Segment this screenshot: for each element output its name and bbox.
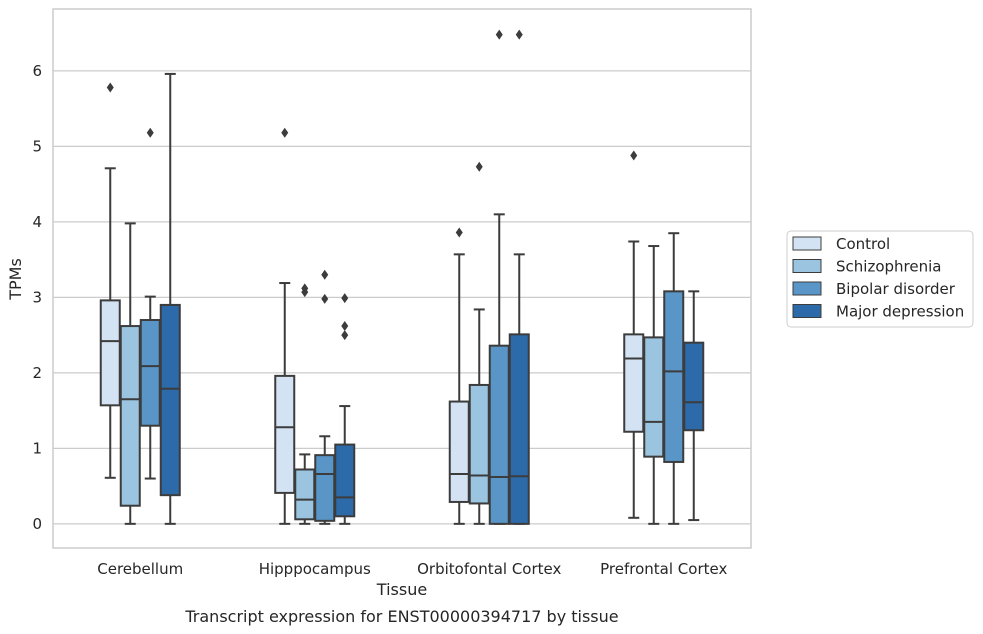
legend-swatch-1: [792, 236, 822, 251]
iqr-box: [643, 336, 665, 458]
y-axis-title: TPMs: [6, 258, 25, 301]
legend-label-2: Schizophrenia: [836, 258, 941, 276]
plot-background: [53, 9, 751, 548]
iqr-box: [683, 341, 705, 432]
outlier-point: [341, 321, 349, 332]
x-axis-title: Tissue: [376, 580, 427, 599]
box-group-2: [274, 127, 356, 525]
y-tick-label-2: 2: [32, 364, 42, 382]
x-tick-label-1: Cerebellum: [97, 560, 183, 578]
outlier-point: [630, 150, 638, 161]
iqr-box: [508, 333, 530, 525]
iqr-box: [334, 443, 356, 518]
outlier-point: [341, 330, 349, 341]
iqr-box: [139, 319, 161, 427]
legend: Control Schizophrenia Bipolar disorder Majo…: [786, 230, 974, 328]
box-2-4: [334, 293, 356, 525]
legend-swatch-3: [792, 281, 822, 296]
box-groups: [99, 29, 705, 525]
box-2-3: [314, 269, 336, 525]
y-tick-label-5: 5: [32, 137, 42, 155]
box-3-4: [508, 29, 530, 525]
iqr-box: [314, 454, 336, 522]
iqr-box: [274, 374, 296, 494]
iqr-box: [623, 333, 645, 433]
outlier-point: [341, 293, 349, 304]
chart-caption: Transcript expression for ENST0000039471…: [184, 607, 618, 626]
y-tick-label-4: 4: [32, 213, 42, 231]
iqr-box: [448, 400, 470, 503]
iqr-box: [294, 468, 316, 521]
outlier-point: [146, 127, 154, 138]
iqr-box: [159, 303, 181, 497]
box-2-1: [274, 127, 296, 525]
outlier-point: [321, 269, 329, 280]
plot-frame: [52, 8, 752, 549]
iqr-box: [488, 344, 510, 525]
box-group-4: [623, 150, 705, 525]
box-4-2: [643, 245, 665, 525]
legend-frame: [786, 230, 974, 328]
box-group-1: [99, 72, 181, 525]
y-tick-label-1: 1: [32, 439, 42, 457]
iqr-box: [663, 290, 685, 463]
box-1-3: [139, 127, 161, 480]
legend-label-1: Control: [836, 235, 890, 253]
outlier-point: [301, 283, 309, 294]
x-tick-labels: Cerebellum Hipppocampus Orbitofontal Corte…: [97, 560, 727, 578]
legend-label-3: Bipolar disorder: [836, 280, 956, 298]
y-tick-labels: 0 1 2 3 4 5 6: [32, 62, 42, 533]
x-tick-label-4: Prefrontal Cortex: [600, 560, 727, 578]
box-4-1: [623, 150, 645, 519]
y-tick-label-0: 0: [32, 515, 42, 533]
legend-swatch-2: [792, 259, 822, 273]
iqr-box: [99, 299, 121, 407]
y-tick-label-6: 6: [32, 62, 42, 80]
iqr-box: [119, 325, 141, 507]
box-4-4: [683, 290, 705, 522]
outlier-point: [495, 29, 503, 40]
outlier-point: [321, 293, 329, 304]
legend-swatch-4: [792, 304, 822, 318]
box-3-1: [448, 227, 470, 525]
box-group-3: [448, 29, 530, 525]
y-tick-label-3: 3: [32, 288, 42, 306]
iqr-box: [468, 383, 490, 505]
outlier-point: [455, 227, 463, 238]
outlier-point: [281, 127, 289, 138]
legend-label-4: Major depression: [836, 303, 964, 321]
outlier-point: [106, 82, 114, 93]
outlier-point: [515, 29, 523, 40]
box-1-4: [159, 72, 181, 525]
box-3-2: [468, 161, 490, 525]
x-tick-label-3: Orbitofontal Cortex: [417, 560, 561, 578]
outlier-point: [475, 161, 483, 172]
x-tick-label-2: Hipppocampus: [259, 560, 371, 578]
box-4-3: [663, 232, 685, 525]
